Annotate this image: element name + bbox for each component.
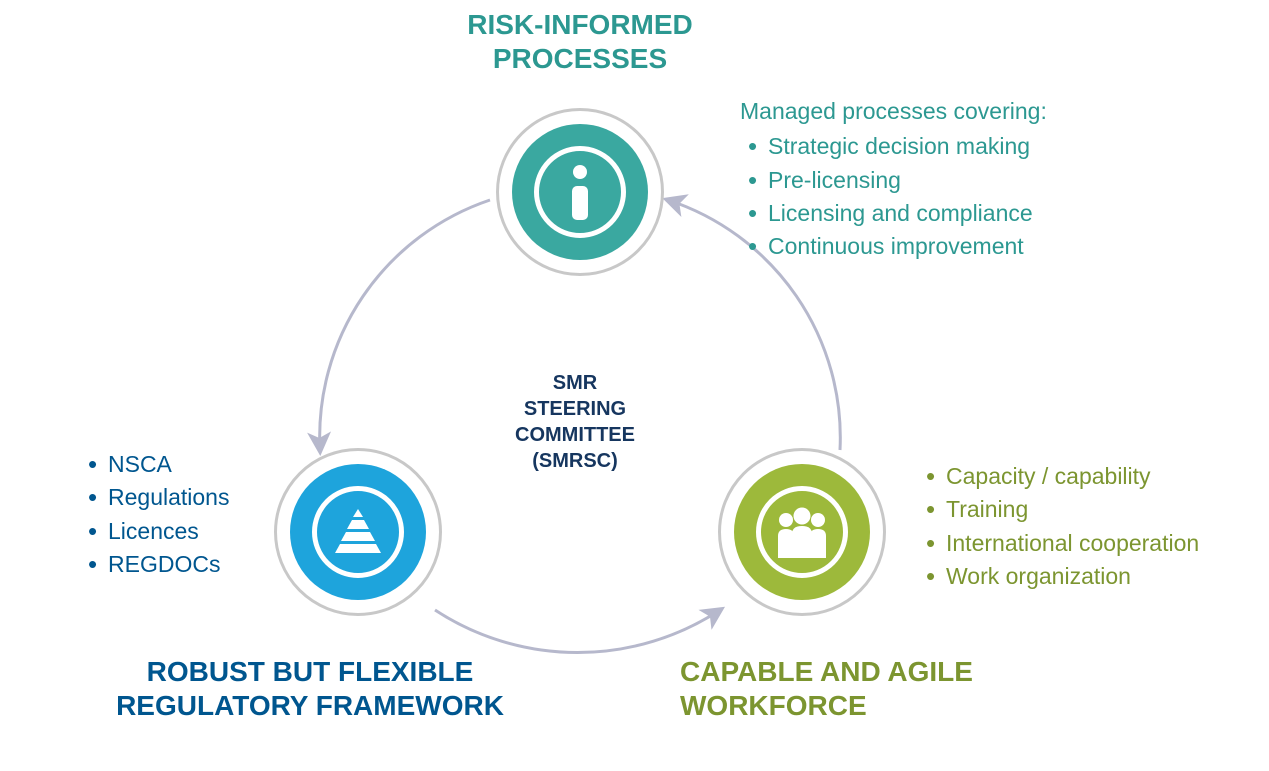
node-top-inner — [512, 124, 648, 260]
info-icon — [534, 146, 626, 238]
node-left-inner — [290, 464, 426, 600]
center-line4: (SMRSC) — [460, 448, 690, 474]
right-bullet-1: Capacity / capability — [918, 460, 1199, 493]
node-right — [718, 448, 886, 616]
top-bullet-1: Strategic decision making — [740, 130, 1047, 163]
top-title-line2: PROCESSES — [380, 42, 780, 76]
top-bullets: Managed processes covering: Strategic de… — [740, 95, 1047, 264]
top-bullet-3: Licensing and compliance — [740, 197, 1047, 230]
top-title-line1: RISK-INFORMED — [380, 8, 780, 42]
left-bullets: NSCA Regulations Licences REGDOCs — [80, 448, 229, 581]
left-title-line2: REGULATORY FRAMEWORK — [60, 689, 560, 723]
right-title-line1: CAPABLE AND AGILE — [680, 655, 1100, 689]
right-bullet-2: Training — [918, 493, 1199, 526]
top-bullet-4: Continuous improvement — [740, 230, 1047, 263]
center-line2: STEERING — [460, 396, 690, 422]
left-bullet-1: NSCA — [80, 448, 229, 481]
left-bullet-3: Licences — [80, 515, 229, 548]
right-bullet-3: International cooperation — [918, 527, 1199, 560]
people-icon — [756, 486, 848, 578]
top-bullets-header: Managed processes covering: — [740, 95, 1047, 128]
left-title-line1: ROBUST BUT FLEXIBLE — [60, 655, 560, 689]
center-line1: SMR — [460, 370, 690, 396]
right-bullet-4: Work organization — [918, 560, 1199, 593]
right-bullets: Capacity / capability Training Internati… — [918, 460, 1199, 593]
pyramid-icon — [312, 486, 404, 578]
node-right-inner — [734, 464, 870, 600]
left-bullet-2: Regulations — [80, 481, 229, 514]
center-line3: COMMITTEE — [460, 422, 690, 448]
left-bullet-4: REGDOCs — [80, 548, 229, 581]
left-title: ROBUST BUT FLEXIBLE REGULATORY FRAMEWORK — [60, 655, 560, 722]
node-top — [496, 108, 664, 276]
right-title: CAPABLE AND AGILE WORKFORCE — [680, 655, 1100, 722]
top-title: RISK-INFORMED PROCESSES — [380, 8, 780, 75]
top-bullet-2: Pre-licensing — [740, 164, 1047, 197]
right-title-line2: WORKFORCE — [680, 689, 1100, 723]
smr-diagram: SMR STEERING COMMITTEE (SMRSC) RISK-INFO… — [0, 0, 1269, 771]
node-left — [274, 448, 442, 616]
center-label: SMR STEERING COMMITTEE (SMRSC) — [460, 370, 690, 474]
